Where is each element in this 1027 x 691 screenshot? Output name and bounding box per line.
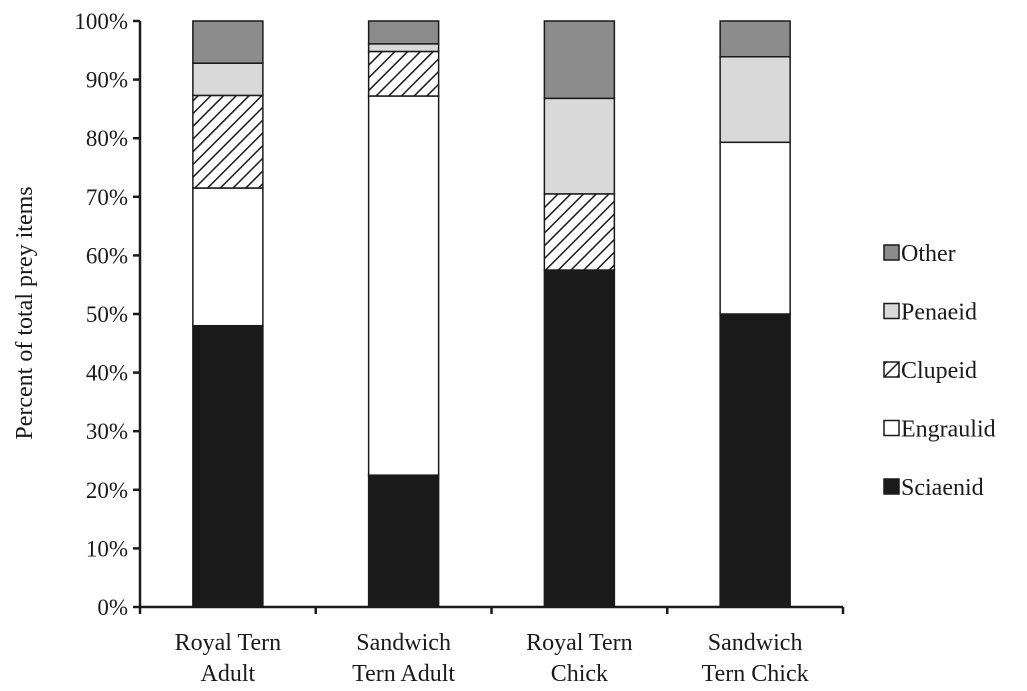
- bar-segment-clupeid: [367, 50, 440, 97]
- legend-label-penaeid: Penaeid: [901, 300, 977, 326]
- bar-segment-sciaenid: [192, 324, 264, 608]
- y-tick-label: 100%: [74, 9, 128, 34]
- x-tick-label: Tern Adult: [352, 661, 455, 687]
- legend: Other Penaeid Clupeid Engraulid Sciaenid: [883, 241, 996, 501]
- y-tick-label: 50%: [86, 302, 128, 327]
- y-tick-label: 10%: [86, 536, 128, 561]
- bar-segment-engraulid: [192, 187, 264, 327]
- y-tick-label: 0%: [97, 595, 128, 620]
- bar-segment-clupeid: [543, 193, 616, 271]
- legend-label-clupeid: Clupeid: [901, 358, 977, 384]
- bar-segment-engraulid: [367, 95, 440, 476]
- x-tick-label: Chick: [551, 661, 608, 687]
- legend-label-sciaenid: Sciaenid: [901, 475, 984, 501]
- y-tick-label: 70%: [86, 185, 128, 210]
- legend-swatch-clupeid: [883, 361, 900, 378]
- bar-segment-sciaenid: [543, 269, 616, 608]
- x-axis: Royal Tern Adult Sandwich Tern Adult Royal T…: [138, 605, 845, 687]
- y-axis: 0% 10% 20% 30% 40% 50% 60% 70% 80% 90% 100%: [74, 9, 142, 620]
- bar-segment-other: [192, 20, 264, 64]
- bar-segment-engraulid: [719, 141, 791, 315]
- legend-swatch-sciaenid: [883, 478, 900, 495]
- legend-swatch-penaeid: [883, 302, 900, 320]
- legend-swatch-engraulid: [883, 419, 900, 437]
- x-tick-label: Royal Tern: [526, 630, 633, 656]
- bar-segment-other: [367, 20, 440, 45]
- y-tick-label: 60%: [86, 243, 128, 268]
- bar-segment-sciaenid: [367, 474, 440, 608]
- y-axis-label: Percent of total prey items: [12, 186, 38, 439]
- legend-label-engraulid: Engraulid: [901, 417, 996, 443]
- x-tick-label: Sandwich: [356, 630, 451, 656]
- bar-segment-penaeid: [543, 97, 616, 195]
- legend-label-other: Other: [901, 241, 956, 267]
- y-tick-label: 30%: [86, 419, 128, 444]
- x-tick-label: Adult: [201, 661, 256, 687]
- x-tick-label: Tern Chick: [702, 661, 809, 687]
- bar-segment-penaeid: [367, 43, 440, 53]
- bar-segment-other: [543, 20, 616, 100]
- bar-segment-penaeid: [192, 62, 264, 97]
- bar-segment-other: [719, 20, 791, 58]
- y-tick-label: 80%: [86, 126, 128, 151]
- bar-segment-sciaenid: [719, 313, 791, 608]
- x-tick-label: Sandwich: [708, 630, 803, 656]
- x-tick-label: Royal Tern: [175, 630, 282, 656]
- y-tick-label: 20%: [86, 478, 128, 503]
- y-tick-label: 90%: [86, 68, 128, 93]
- bars: [192, 20, 791, 608]
- bar-segment-penaeid: [719, 55, 791, 144]
- legend-swatch-other: [883, 244, 900, 261]
- bar-segment-clupeid: [192, 94, 264, 189]
- y-tick-label: 40%: [86, 361, 128, 386]
